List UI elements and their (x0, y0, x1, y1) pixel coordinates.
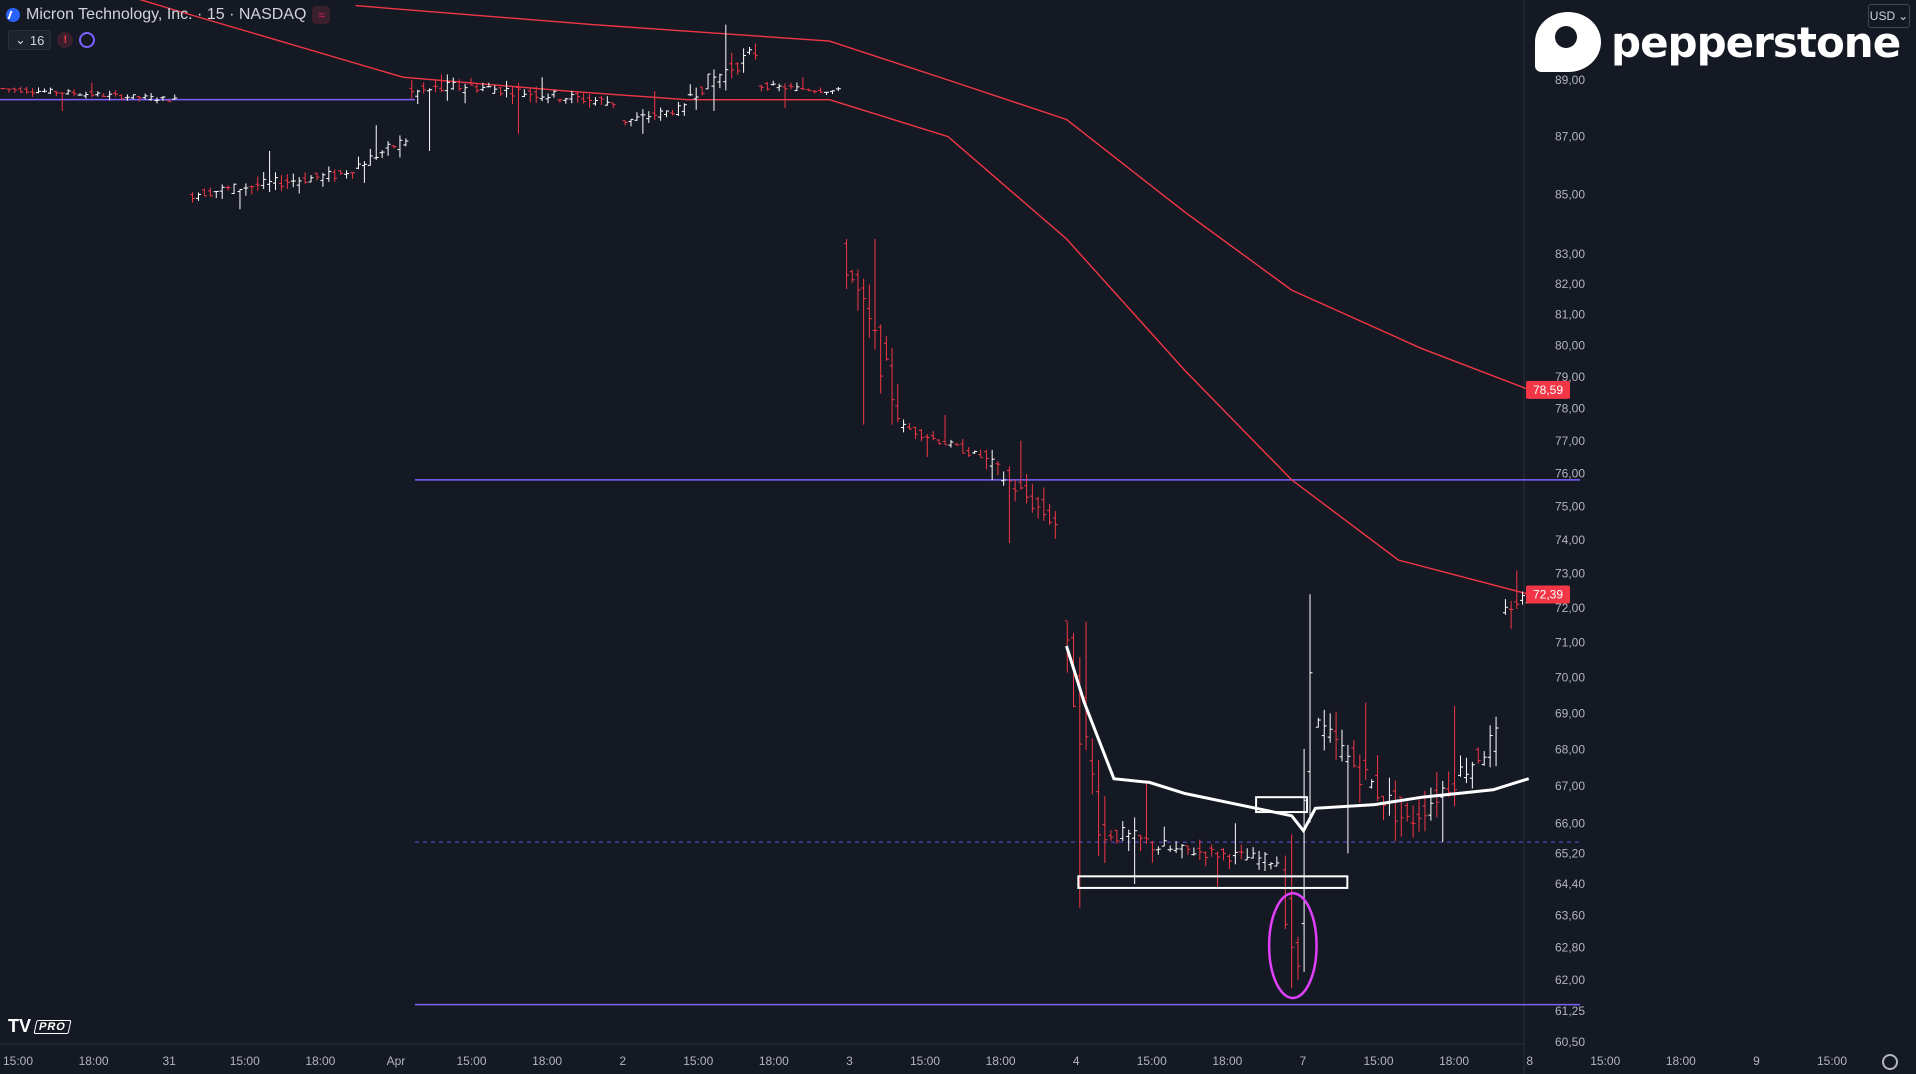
x-tick-label: 15:00 (3, 1054, 33, 1068)
x-tick-label: 31 (162, 1054, 176, 1068)
currency-select[interactable]: USD ⌄ (1868, 4, 1910, 28)
y-tick-label: 71,00 (1555, 636, 1585, 650)
x-tick-label: 15:00 (1817, 1054, 1847, 1068)
interval-badge[interactable]: ⌄ 16 (8, 30, 52, 50)
symbol-title[interactable]: Micron Technology, Inc. · 15 · NASDAQ (26, 6, 307, 23)
x-tick-label: 15:00 (230, 1054, 260, 1068)
y-tick-label: 76,00 (1555, 466, 1585, 480)
x-tick-label: 18:00 (532, 1054, 562, 1068)
x-tick-label: 7 (1300, 1054, 1307, 1068)
y-tick-label: 69,00 (1555, 706, 1585, 720)
x-tick-label: 8 (1526, 1054, 1533, 1068)
moving-average-ma-fast (139, 0, 1529, 595)
y-tick-label: 62,00 (1555, 973, 1585, 987)
x-tick-label: 2 (619, 1054, 626, 1068)
alert-icon[interactable]: ! (57, 32, 74, 48)
annotation-ellipse (1267, 892, 1318, 1000)
tradingview-logo[interactable]: TV PRO (8, 1016, 72, 1037)
y-tick-label: 65,20 (1555, 846, 1585, 860)
x-tick-label: 18:00 (986, 1054, 1016, 1068)
ring-icon[interactable] (79, 32, 96, 48)
y-tick-label: 85,00 (1555, 188, 1585, 202)
symbol-legend[interactable]: Micron Technology, Inc. · 15 · NASDAQ ≈ (6, 6, 331, 24)
x-tick-label: 18:00 (759, 1054, 789, 1068)
y-tick-label: 83,00 (1555, 247, 1585, 261)
x-tick-label: Apr (387, 1054, 406, 1068)
y-tick-label: 63,60 (1555, 909, 1585, 923)
x-tick-label: 18:00 (1439, 1054, 1469, 1068)
y-tick-label: 87,00 (1555, 130, 1585, 144)
y-tick-label: 72,00 (1555, 601, 1585, 615)
chevron-down-icon: ⌄ (15, 32, 26, 47)
y-tick-label: 82,00 (1555, 277, 1585, 291)
indicator-row: ⌄ 16 ! (8, 30, 96, 50)
chevron-down-icon: ⌄ (1898, 9, 1909, 23)
y-tick-label: 75,00 (1555, 499, 1585, 513)
price-label-last (1526, 585, 1570, 604)
y-tick-label: 79,00 (1555, 370, 1585, 384)
x-tick-label: 15:00 (910, 1054, 940, 1068)
y-tick-label: 89,00 (1555, 73, 1585, 87)
y-tick-label: 62,80 (1555, 941, 1585, 955)
x-tick-label: 4 (1073, 1054, 1080, 1068)
pepperstone-logo-icon (1535, 12, 1601, 72)
y-tick-label: 81,00 (1555, 308, 1585, 322)
y-tick-label: 74,00 (1555, 533, 1585, 547)
micron-logo-icon (6, 8, 20, 22)
x-tick-label: 9 (1753, 1054, 1760, 1068)
x-tick-label: 18:00 (1212, 1054, 1242, 1068)
x-tick-label: 15:00 (1137, 1054, 1167, 1068)
y-tick-label: 60,50 (1555, 1035, 1585, 1049)
x-tick-label: 15:00 (683, 1054, 713, 1068)
currency-value: USD (1869, 9, 1896, 23)
x-tick-label: 15:00 (456, 1054, 486, 1068)
y-tick-label: 80,00 (1555, 339, 1585, 353)
gear-icon[interactable] (1882, 1054, 1898, 1070)
x-tick-label: 15:00 (1590, 1054, 1620, 1068)
x-tick-label: 18:00 (79, 1054, 109, 1068)
interval-value: 16 (29, 32, 45, 48)
x-tick-label: 15:00 (1363, 1054, 1393, 1068)
y-tick-label: 70,00 (1555, 671, 1585, 685)
moving-average-ma-slow (355, 4, 1529, 391)
y-tick-label: 78,00 (1555, 402, 1585, 416)
y-tick-label: 67,00 (1555, 779, 1585, 793)
y-tick-label: 73,00 (1555, 567, 1585, 581)
y-tick-label: 68,00 (1555, 742, 1585, 756)
x-tick-label: 18:00 (1666, 1054, 1696, 1068)
wave-icon[interactable]: ≈ (312, 6, 331, 24)
price-label-text: 78,59 (1533, 383, 1563, 397)
tv-pro-badge: PRO (33, 1019, 72, 1034)
price-label-ma-slow (1526, 380, 1570, 399)
y-tick-label: 64,40 (1555, 877, 1585, 891)
y-tick-label: 61,25 (1555, 1004, 1585, 1018)
x-tick-label: 3 (846, 1054, 853, 1068)
price-label-text: 72,39 (1533, 588, 1563, 602)
x-tick-label: 18:00 (305, 1054, 335, 1068)
tv-logo-text: TV (8, 1016, 32, 1036)
brand-logo: pepperstone (1535, 12, 1901, 72)
annotation-rect (1255, 796, 1309, 814)
y-tick-label: 77,00 (1555, 434, 1585, 448)
annotation-rect (1077, 875, 1349, 889)
vwap-line (1065, 645, 1530, 834)
y-tick-label: 66,00 (1555, 816, 1585, 830)
brand-name: pepperstone (1611, 17, 1901, 67)
